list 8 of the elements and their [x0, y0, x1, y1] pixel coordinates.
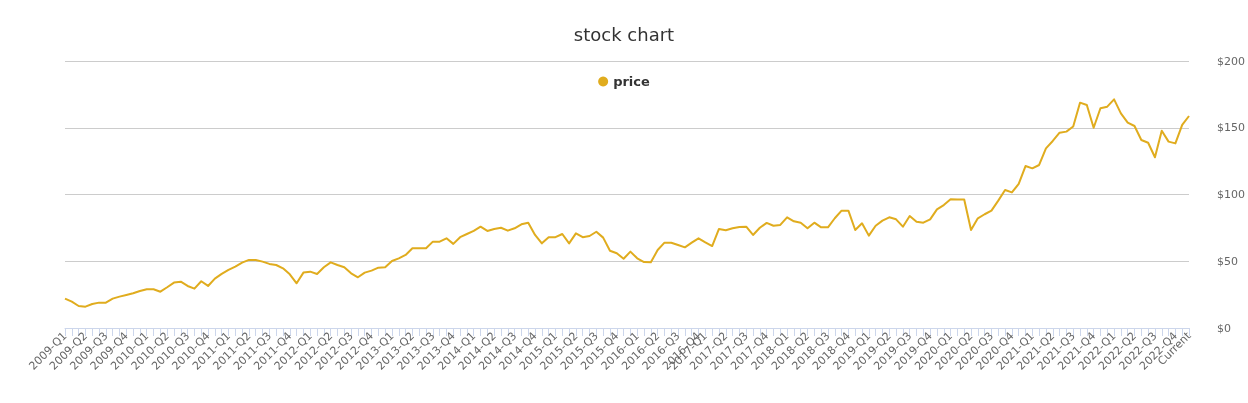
y-tick-label: $200 [1217, 54, 1246, 68]
y-tick-label: $0 [1217, 321, 1232, 335]
legend-label: price [613, 74, 651, 89]
y-tick-label: $100 [1217, 188, 1246, 201]
y-tick-label: $50 [1217, 254, 1239, 268]
line-series [64, 98, 1191, 308]
y-tick-label: $150 [1217, 121, 1246, 135]
chart-title: stock chart [573, 23, 675, 45]
